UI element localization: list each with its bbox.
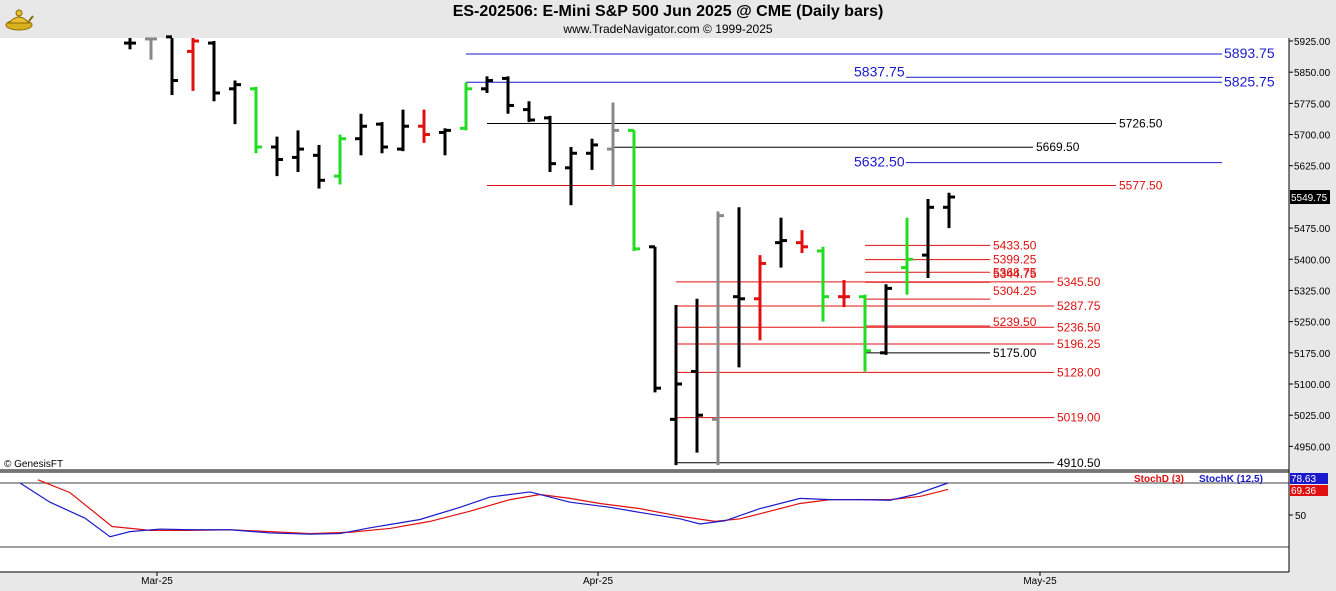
- chart-header: ES-202506: E-Mini S&P 500 Jun 2025 @ CME…: [0, 0, 1336, 38]
- price-axis-label: 5925.00: [1294, 37, 1331, 48]
- stochastic-panel-bg: [0, 472, 1289, 572]
- watermark: © GenesisFT: [4, 459, 63, 470]
- price-panel-bg: [0, 38, 1289, 470]
- level-label: 5669.50: [1036, 140, 1080, 154]
- level-label: 5304.25: [993, 284, 1037, 298]
- last-price-box: [1290, 190, 1330, 205]
- level-label: 5344.75: [993, 267, 1037, 281]
- price-axis-label: 5025.00: [1294, 411, 1331, 422]
- level-label: 5577.50: [1119, 178, 1163, 192]
- price-axis-label: 4950.00: [1294, 442, 1331, 453]
- price-axis-label: 5850.00: [1294, 68, 1331, 79]
- chart-title: ES-202506: E-Mini S&P 500 Jun 2025 @ CME…: [452, 3, 884, 20]
- date-axis-label: Mar-25: [141, 576, 173, 587]
- stochk-legend: StochK (12,5): [1199, 474, 1263, 485]
- price-axis-label: 5475.00: [1294, 224, 1331, 235]
- level-label: 5239.50: [993, 315, 1037, 329]
- stochk-readout: 78.63: [1291, 474, 1316, 485]
- date-axis: Mar-25 Apr-25 May-25: [141, 572, 1057, 587]
- level-label: 5175.00: [993, 346, 1037, 360]
- price-axis-label: 5250.00: [1294, 318, 1331, 329]
- level-label: 5825.75: [1224, 73, 1275, 89]
- price-axis-label: 5100.00: [1294, 380, 1331, 391]
- level-label: 5433.50: [993, 238, 1037, 252]
- ohlc-bars: [124, 35, 955, 466]
- price-axis: 5925.00 5850.00 5775.00 5700.00 5625.00 5549.…: [1289, 37, 1331, 453]
- genie-lamp-logo-icon: [4, 3, 34, 33]
- level-label: 5019.00: [1057, 411, 1101, 425]
- price-axis-label: 5549.75: [1291, 193, 1328, 204]
- level-label: 5893.75: [1224, 45, 1275, 61]
- level-label: 4910.50: [1057, 456, 1101, 470]
- level-label: 5726.50: [1119, 117, 1163, 131]
- stochk-line: [19, 482, 949, 538]
- price-axis-label: 5625.00: [1294, 162, 1331, 173]
- price-axis-label: 5175.00: [1294, 349, 1331, 360]
- date-axis-label: May-25: [1023, 576, 1057, 587]
- level-label: 5399.25: [993, 253, 1037, 267]
- level-label: 5196.25: [1057, 337, 1101, 351]
- level-label: 5287.75: [1057, 299, 1101, 313]
- price-axis-label: 5775.00: [1294, 99, 1331, 110]
- level-label: 5632.50: [854, 154, 905, 170]
- stoch-axis-label: 50: [1295, 511, 1307, 522]
- stochd-legend: StochD (3): [1134, 474, 1184, 485]
- level-label: 5345.50: [1057, 275, 1101, 289]
- level-label: 5368.75: [993, 265, 1037, 279]
- price-axis-label: 5325.00: [1294, 286, 1331, 297]
- price-levels: 5893.75 5837.75 5825.75 5726.50 5669.50 5632.…: [466, 45, 1275, 470]
- price-axis-label: 5400.00: [1294, 255, 1331, 266]
- level-label: 5837.75: [854, 63, 905, 79]
- price-axis-label: 5700.00: [1294, 131, 1331, 142]
- level-label: 5236.50: [1057, 320, 1101, 334]
- stochk-readout-box: [1290, 473, 1328, 484]
- date-axis-label: Apr-25: [583, 576, 613, 587]
- stochd-readout-box: [1290, 485, 1328, 496]
- level-label: 5128.00: [1057, 365, 1101, 379]
- chart-subtitle: www.TradeNavigator.com © 1999-2025: [563, 22, 773, 36]
- stochd-readout: 69.36: [1291, 486, 1316, 497]
